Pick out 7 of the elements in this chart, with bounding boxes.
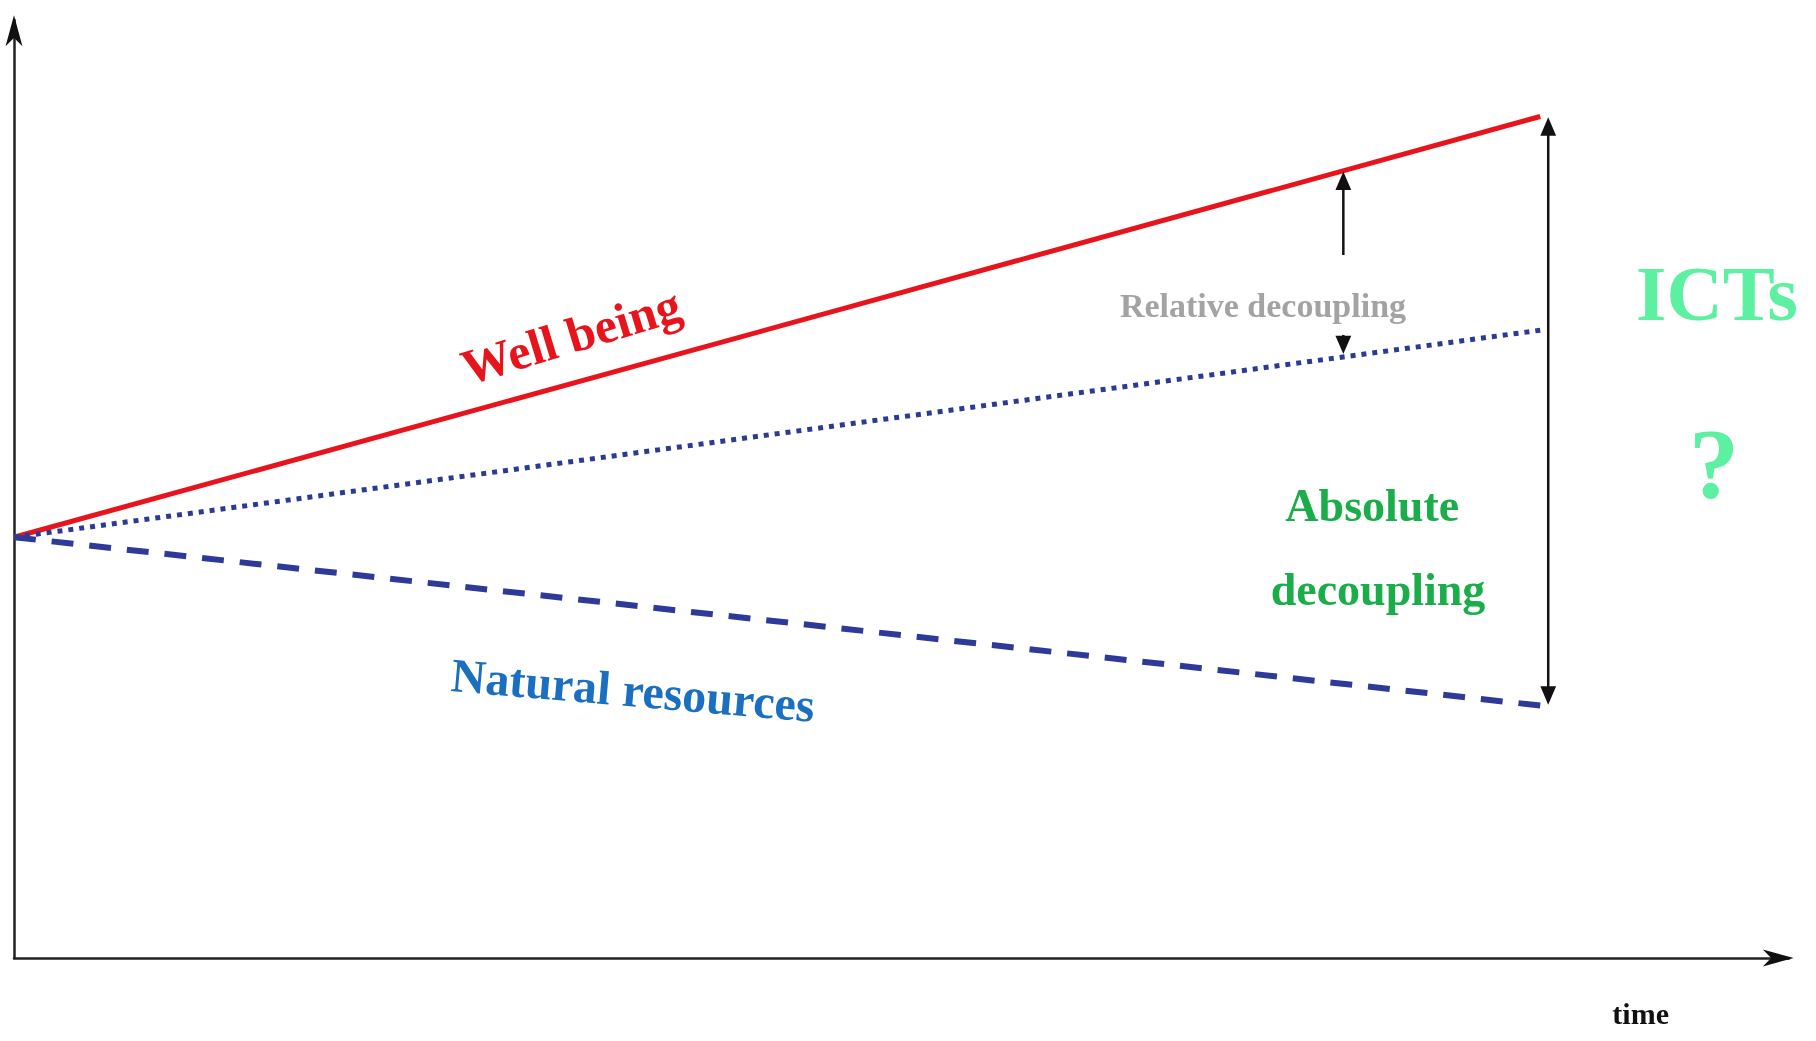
series-label: Natural resources (449, 648, 817, 732)
annotation: ICTs (1636, 249, 1798, 337)
annotation: ? (1689, 407, 1739, 519)
text: Well being (454, 276, 688, 396)
x-axis-title: time (1612, 996, 1669, 1030)
annotation: Absolute decoupling (1270, 479, 1486, 615)
annotation: Relative decoupling (1119, 286, 1407, 324)
